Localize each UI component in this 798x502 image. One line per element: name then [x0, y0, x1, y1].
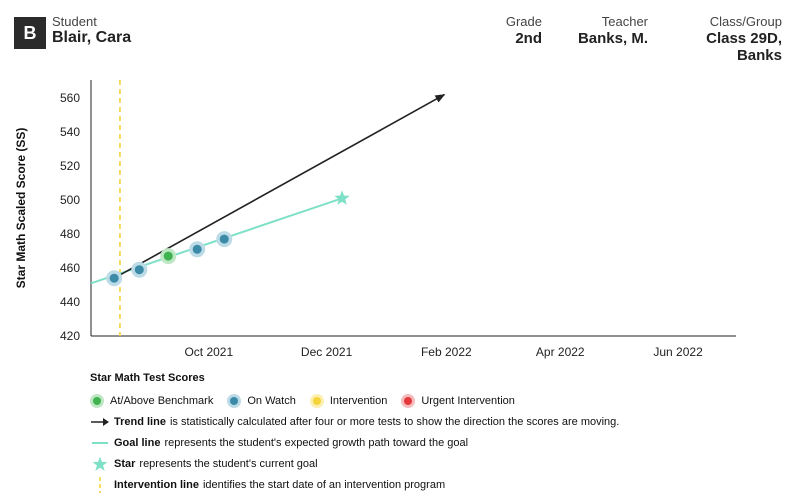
legend-title: Star Math Test Scores: [90, 372, 205, 384]
x-tick-label: Apr 2022: [536, 345, 585, 359]
score-point: [109, 273, 119, 283]
score-points: [106, 231, 233, 287]
legend-item-at-above: At/Above Benchmark: [90, 393, 214, 408]
legend-intervention-note: Intervention line identifies the start d…: [90, 474, 619, 495]
star-note-text: represents the student's current goal: [139, 457, 318, 470]
trend-line: [113, 93, 446, 279]
urgent-dot-icon: [401, 393, 416, 408]
score-point: [163, 251, 173, 261]
legend-label-intervention: Intervention: [329, 394, 388, 407]
legend-star-note: Star represents the student's current go…: [90, 453, 619, 474]
report-header: B Student Blair, Cara Grade 2nd Teacher …: [0, 0, 798, 64]
intervention-dot-icon: [309, 393, 324, 408]
x-tick-label: Oct 2021: [184, 345, 233, 359]
student-name: Blair, Cara: [52, 29, 132, 46]
student-label: Student: [52, 14, 97, 29]
teacher-value: Banks, M.: [577, 30, 648, 47]
star-note-bold: Star: [114, 457, 136, 470]
y-tick-label: 560: [60, 91, 80, 105]
legend-goal-note: Goal line represents the student's expec…: [90, 432, 619, 453]
score-chart: Star Math Scaled Score (SS) 420 440 460 480…: [14, 80, 736, 359]
y-axis-label: Star Math Scaled Score (SS): [14, 128, 28, 289]
grade-value: 2nd: [515, 30, 542, 47]
y-tick-label: 480: [60, 227, 80, 241]
y-tick-label: 420: [60, 329, 80, 343]
legend-label-at-above: At/Above Benchmark: [110, 394, 214, 407]
on-watch-dot-icon: [227, 393, 242, 408]
trend-arrow-icon: [90, 417, 110, 426]
score-point: [134, 265, 144, 275]
report-badge: B: [14, 17, 46, 49]
goal-star-icon: [334, 190, 350, 205]
trend-note-text: is statistically calculated after four o…: [169, 415, 620, 428]
y-tick-label: 460: [60, 261, 80, 275]
x-tick-label: Dec 2021: [301, 345, 353, 359]
y-tick-label: 520: [60, 159, 80, 173]
legend: Star Math Test Scores At/Above Benchmark…: [90, 372, 619, 495]
class-value: Class 29D, Banks: [706, 30, 782, 64]
x-ticks: Oct 2021 Dec 2021 Feb 2022 Apr 2022 Jun 2022: [184, 345, 703, 359]
goal-note-text: represents the student's expected growth…: [164, 436, 469, 449]
goal-line-icon: [90, 441, 110, 445]
grade-label: Grade: [505, 14, 542, 29]
y-ticks: 420 440 460 480 500 520 540 560: [60, 91, 80, 343]
at-above-dot-icon: [90, 393, 104, 408]
score-point: [219, 234, 229, 244]
x-tick-label: Feb 2022: [421, 345, 472, 359]
score-point: [192, 244, 202, 254]
legend-label-urgent: Urgent Intervention: [421, 394, 515, 407]
intervention-note-bold: Intervention line: [114, 478, 199, 491]
teacher-label: Teacher: [601, 14, 648, 29]
y-tick-label: 540: [60, 125, 80, 139]
legend-item-intervention: Intervention: [309, 393, 388, 408]
y-tick-label: 440: [60, 295, 80, 309]
intervention-note-text: identifies the start date of an interven…: [202, 478, 446, 491]
intervention-line-icon: [90, 476, 110, 493]
legend-label-on-watch: On Watch: [247, 394, 296, 407]
goal-note-bold: Goal line: [114, 436, 161, 449]
legend-trend-note: Trend line is statistically calculated a…: [90, 411, 619, 432]
legend-categories: At/Above Benchmark On Watch Intervention…: [90, 390, 619, 411]
star-icon: [90, 456, 110, 472]
y-tick-label: 500: [60, 193, 80, 207]
class-label: Class/Group: [709, 14, 782, 29]
x-tick-label: Jun 2022: [653, 345, 703, 359]
legend-item-urgent: Urgent Intervention: [401, 393, 515, 408]
legend-item-on-watch: On Watch: [227, 393, 296, 408]
trend-note-bold: Trend line: [114, 415, 166, 428]
